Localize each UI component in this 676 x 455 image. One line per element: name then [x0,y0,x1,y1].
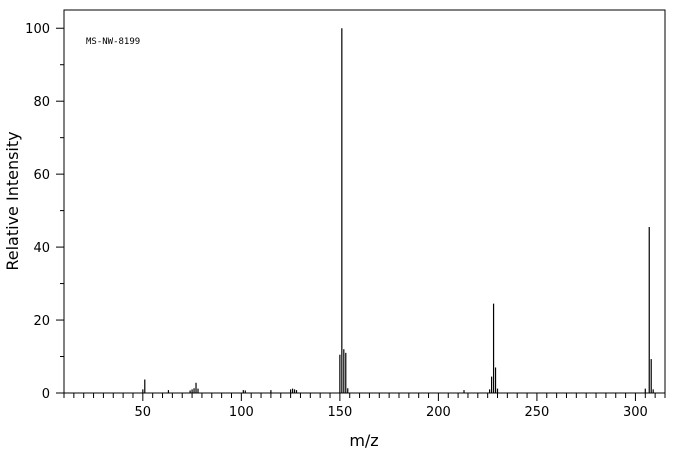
y-tick-label: 20 [33,314,50,329]
x-axis-title: m/z [349,431,378,450]
x-tick-label: 300 [623,405,648,420]
peak-bars [142,28,654,393]
x-tick-label: 250 [525,405,550,420]
y-tick-label: 0 [42,387,50,402]
x-tick-label: 50 [135,405,152,420]
spectrum-code-label: MS-NW-8199 [86,37,140,47]
x-tick-label: 150 [327,405,352,420]
plot-frame [63,9,666,394]
x-tick-label: 100 [229,405,254,420]
x-tick-label: 200 [426,405,451,420]
y-tick-label: 40 [33,241,50,256]
y-tick-label: 100 [25,22,50,37]
y-tick-label: 60 [33,168,50,183]
y-tick-label: 80 [33,95,50,110]
minor-ticks [60,64,666,398]
y-axis-ticks: 0 20 40 60 80 100 [25,22,64,402]
y-axis-title: Relative Intensity [3,131,22,270]
x-axis-ticks: 50 100 150 200 250 300 [135,393,648,420]
